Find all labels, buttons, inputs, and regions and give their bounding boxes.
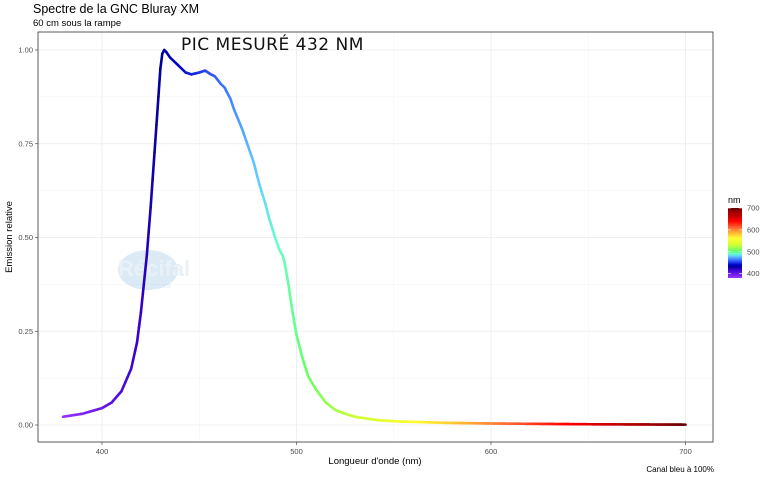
chart-subtitle: 60 cm sous la rampe [33, 18, 122, 29]
spectrum-curve [61, 48, 687, 426]
color-legend: nm 700 600 500 400 [728, 195, 760, 278]
legend-label: 400 [747, 269, 760, 278]
spectrum-segment [149, 178, 154, 209]
svg-text:NEWS: NEWS [150, 283, 171, 290]
y-tick-label: 0.25 [18, 327, 33, 336]
y-tick-label: 1.00 [18, 46, 33, 55]
spectrum-segment [283, 262, 289, 277]
legend-colorbar [728, 208, 742, 278]
y-tick-label: 0.50 [18, 233, 33, 242]
spectrum-segment [285, 273, 291, 288]
spectrum-segment [291, 311, 296, 326]
spectrum-segment [133, 341, 139, 353]
chart-title: Spectre de la GNC Bluray XM [33, 2, 200, 16]
spectrum-segment [145, 230, 150, 258]
svg-text:Récifal: Récifal [118, 256, 190, 281]
axis-ticks: 400 500 600 700 0.00 0.25 0.50 0.75 1.00 [18, 46, 691, 457]
legend-title: nm [728, 195, 741, 205]
spectrum-segment [159, 52, 164, 71]
spectrum-segment [157, 67, 162, 99]
spectrum-segment [147, 206, 152, 234]
spectrum-segment [143, 254, 149, 277]
spectrum-segment [141, 273, 147, 296]
legend-label: 700 [747, 204, 760, 213]
spectrum-segment [287, 284, 292, 301]
y-axis-label: Emission relative [4, 201, 15, 273]
y-tick-label: 0.00 [18, 421, 33, 430]
legend-label: 500 [747, 247, 760, 256]
spectrum-segment [137, 311, 143, 329]
chart-caption: Canal bleu à 100% [646, 465, 714, 474]
watermark-logo: Récifal NEWS [118, 250, 190, 290]
x-tick-label: 400 [96, 447, 109, 456]
spectrum-segment [151, 151, 156, 182]
x-tick-label: 700 [679, 447, 692, 456]
spectrum-segment [153, 123, 158, 154]
spectrum-segment [155, 95, 160, 127]
spectrum-segment [129, 358, 135, 371]
y-tick-label: 0.75 [18, 139, 33, 148]
spectrum-segment [139, 292, 145, 314]
x-tick-label: 600 [485, 447, 498, 456]
panel-border [37, 31, 714, 443]
legend-label: 600 [747, 225, 760, 234]
spectrum-segment [293, 322, 298, 337]
grid [38, 32, 713, 442]
peak-annotation: PIC MESURÉ 432 NM [181, 33, 364, 55]
spectrum-segment [131, 349, 137, 362]
x-axis-label: Longueur d'onde (nm) [328, 456, 421, 467]
spectrum-segment [289, 298, 294, 314]
spectrum-segment [135, 326, 141, 344]
x-tick-label: 500 [290, 447, 303, 456]
